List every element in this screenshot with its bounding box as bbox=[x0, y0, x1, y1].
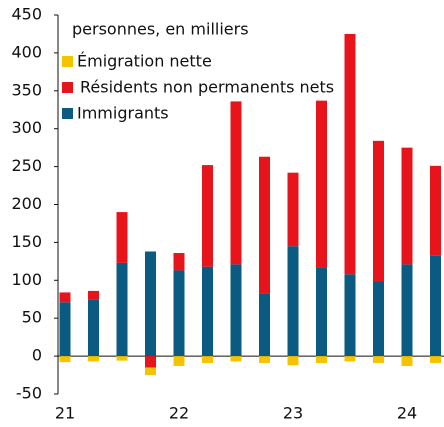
bar-segment bbox=[373, 140, 384, 282]
y-tick-label: 150 bbox=[11, 232, 42, 251]
bar-segment bbox=[116, 262, 128, 357]
bar-segment bbox=[259, 356, 270, 363]
bar-segment bbox=[173, 356, 185, 366]
x-tick-label: 24 bbox=[397, 404, 417, 423]
legend-swatch bbox=[62, 56, 73, 67]
bar-segment bbox=[145, 251, 156, 357]
y-tick-label: 300 bbox=[11, 118, 42, 137]
y-tick-label: 450 bbox=[11, 5, 42, 24]
bar-segment bbox=[344, 33, 356, 275]
bar-segment bbox=[316, 100, 327, 268]
bar-segment bbox=[287, 356, 299, 366]
bar-segment bbox=[230, 264, 242, 357]
y-tick-label: 350 bbox=[11, 80, 42, 99]
y-tick-label: 200 bbox=[11, 194, 42, 213]
legend-label: Émigration nette bbox=[77, 52, 212, 71]
subtitle: personnes, en milliers bbox=[72, 20, 249, 39]
legend-swatch bbox=[62, 108, 73, 119]
bar-segment bbox=[59, 302, 71, 357]
bar-segment bbox=[230, 101, 242, 265]
x-tick-label: 22 bbox=[169, 404, 189, 423]
bar-segment bbox=[202, 266, 213, 357]
legend-label: Immigrants bbox=[77, 104, 169, 123]
bar-segment bbox=[316, 356, 327, 363]
bar-segment bbox=[202, 165, 213, 267]
bar-segment bbox=[344, 274, 356, 357]
bar-segment bbox=[173, 253, 185, 271]
bar-segment bbox=[173, 270, 185, 357]
bar-segment bbox=[401, 356, 413, 366]
bar-segment bbox=[287, 172, 299, 247]
bar-segment bbox=[401, 147, 413, 265]
y-tick-label: -50 bbox=[16, 384, 42, 403]
bar-segment bbox=[145, 367, 156, 376]
bar-segment bbox=[316, 267, 327, 357]
bar-segment bbox=[230, 356, 242, 362]
bar-segment bbox=[430, 255, 441, 357]
bar-segment bbox=[259, 293, 270, 357]
bar-segment bbox=[287, 246, 299, 357]
bar-segment bbox=[88, 299, 99, 357]
bar-segment bbox=[344, 356, 356, 362]
bar-segment bbox=[430, 165, 441, 256]
bar-segment bbox=[88, 290, 99, 300]
x-tick-label: 23 bbox=[283, 404, 303, 423]
y-tick-label: 400 bbox=[11, 42, 42, 61]
x-tick-label: 21 bbox=[55, 404, 75, 423]
legend-label: Résidents non permanents nets bbox=[80, 78, 334, 97]
bar-segment bbox=[116, 212, 128, 263]
y-tick-label: 0 bbox=[32, 346, 42, 365]
bar-segment bbox=[373, 356, 384, 363]
bar-segment bbox=[88, 356, 99, 362]
bar-segment bbox=[202, 356, 213, 363]
bar-segment bbox=[259, 156, 270, 294]
bar-segment bbox=[59, 356, 71, 363]
legend-swatch bbox=[62, 82, 73, 93]
y-tick-label: 50 bbox=[22, 308, 42, 327]
bar-segment bbox=[401, 264, 413, 357]
y-tick-label: 100 bbox=[11, 270, 42, 289]
bar-segment bbox=[145, 356, 156, 368]
y-tick-label: 250 bbox=[11, 156, 42, 175]
bar-segment bbox=[59, 292, 71, 303]
bar-segment bbox=[373, 281, 384, 357]
bar-segment bbox=[430, 356, 441, 363]
bar-segment bbox=[116, 356, 128, 361]
